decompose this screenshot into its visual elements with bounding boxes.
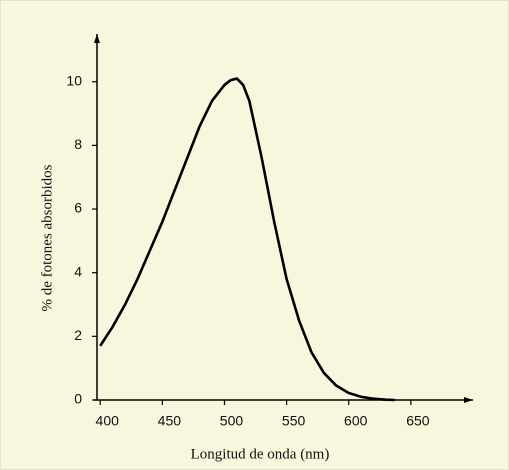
y-tick-label: 4 — [74, 263, 82, 279]
y-tick-label: 6 — [74, 200, 82, 216]
x-axis-label: Longitud de onda (nm) — [191, 446, 330, 462]
x-tick-label: 550 — [282, 413, 306, 429]
y-axis-arrow — [94, 34, 100, 43]
y-tick-label: 2 — [74, 327, 82, 343]
y-axis-label: % de fotones absorbidos — [39, 164, 55, 311]
y-tick-label: 8 — [74, 136, 82, 152]
x-tick-label: 500 — [220, 413, 244, 429]
x-tick-label: 400 — [96, 413, 120, 429]
line — [99, 77, 395, 402]
y-tick-label: 0 — [74, 391, 82, 407]
x-tick-label: 650 — [406, 413, 430, 429]
x-tick-label: 450 — [158, 413, 182, 429]
x-axis-arrow — [464, 397, 473, 403]
y-tick-label: 10 — [66, 72, 82, 88]
x-tick-label: 600 — [344, 413, 368, 429]
